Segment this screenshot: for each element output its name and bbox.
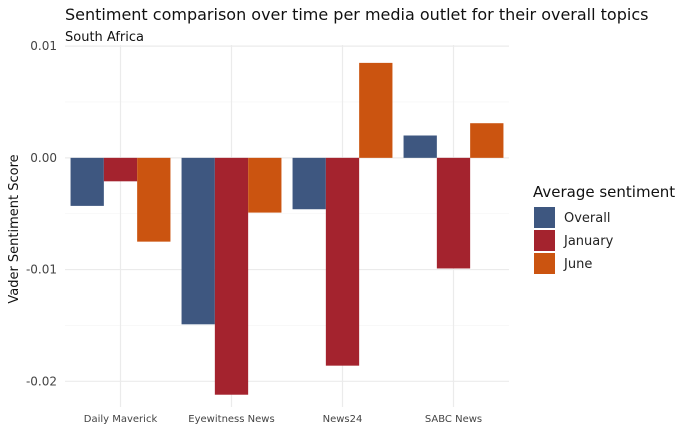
bar-june-3 xyxy=(470,123,504,158)
legend-swatch-overall xyxy=(534,207,555,228)
legend-title: Average sentiment xyxy=(533,183,675,201)
bar-june-1 xyxy=(248,157,282,213)
legend-swatch-january xyxy=(534,230,555,251)
bar-overall-3 xyxy=(403,135,437,158)
bar-marks xyxy=(70,62,504,395)
x-axis-ticks: Daily Maverick Eyewitness News News24 SABC … xyxy=(84,414,482,425)
y-tick-label: -0.01 xyxy=(26,263,57,277)
y-tick-label: 0.01 xyxy=(30,39,57,53)
bar-june-2 xyxy=(359,62,393,158)
chart-title: Sentiment comparison over time per media… xyxy=(65,5,648,24)
y-tick-label: 0.00 xyxy=(30,151,57,165)
bar-june-0 xyxy=(137,157,171,242)
x-tick-label: SABC News xyxy=(425,414,482,425)
chart-subtitle: South Africa xyxy=(65,30,144,45)
x-tick-label: News24 xyxy=(323,414,363,425)
legend-label-overall: Overall xyxy=(564,211,610,226)
legend-label-january: January xyxy=(563,234,614,249)
bar-january-1 xyxy=(214,157,249,395)
bar-january-3 xyxy=(436,157,471,269)
bar-overall-2 xyxy=(292,157,326,210)
x-tick-label: Daily Maverick xyxy=(84,414,158,425)
bar-january-2 xyxy=(325,157,360,366)
bar-overall-1 xyxy=(181,157,215,325)
bar-january-0 xyxy=(103,157,138,182)
y-axis-label: Vader Sentiment Score xyxy=(7,154,22,303)
legend: Average sentiment Overall January June xyxy=(533,183,675,274)
legend-swatch-june xyxy=(534,253,555,274)
x-tick-label: Eyewitness News xyxy=(188,414,274,425)
y-tick-label: -0.02 xyxy=(26,374,57,388)
y-axis-ticks: 0.01 0.00 -0.01 -0.02 xyxy=(26,39,57,388)
bar-overall-0 xyxy=(70,157,104,206)
legend-label-june: June xyxy=(563,257,592,272)
